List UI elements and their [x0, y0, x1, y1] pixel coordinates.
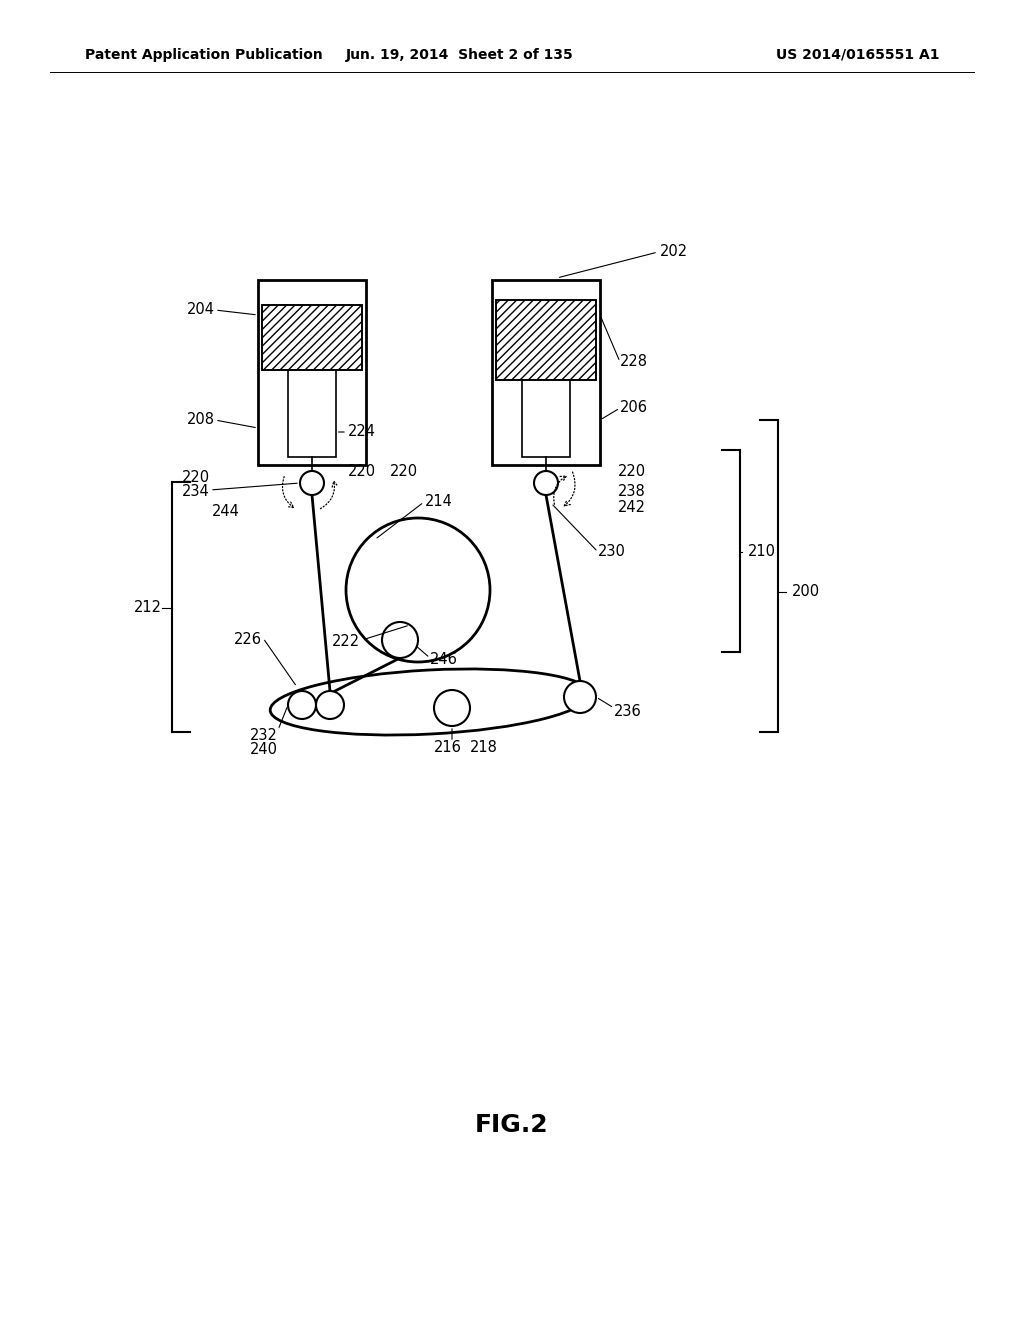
- Text: 220: 220: [390, 465, 418, 479]
- Text: 220: 220: [182, 470, 210, 484]
- Text: 230: 230: [598, 544, 626, 560]
- Bar: [492, 280, 600, 465]
- Bar: [288, 370, 336, 457]
- Text: 224: 224: [348, 425, 376, 440]
- Text: 232: 232: [250, 727, 278, 742]
- Text: 200: 200: [792, 585, 820, 599]
- Bar: [262, 305, 362, 370]
- Text: 228: 228: [620, 355, 648, 370]
- Text: FIG.2: FIG.2: [475, 1113, 549, 1137]
- Text: 212: 212: [134, 601, 162, 615]
- Text: US 2014/0165551 A1: US 2014/0165551 A1: [776, 48, 940, 62]
- Circle shape: [316, 690, 344, 719]
- Text: 236: 236: [614, 705, 642, 719]
- Text: 206: 206: [620, 400, 648, 416]
- Circle shape: [434, 690, 470, 726]
- Text: 214: 214: [425, 495, 453, 510]
- Text: 204: 204: [187, 302, 215, 318]
- Text: 238: 238: [618, 484, 646, 499]
- Bar: [496, 300, 596, 380]
- Circle shape: [534, 471, 558, 495]
- Bar: [496, 300, 596, 380]
- Text: Jun. 19, 2014  Sheet 2 of 135: Jun. 19, 2014 Sheet 2 of 135: [346, 48, 573, 62]
- Text: Patent Application Publication: Patent Application Publication: [85, 48, 323, 62]
- Text: 210: 210: [748, 544, 776, 560]
- Text: 226: 226: [234, 632, 262, 648]
- Circle shape: [564, 681, 596, 713]
- Text: 234: 234: [182, 484, 210, 499]
- Ellipse shape: [270, 669, 590, 735]
- Text: 220: 220: [618, 465, 646, 479]
- Text: 218: 218: [470, 741, 498, 755]
- Text: 216: 216: [434, 741, 462, 755]
- Text: 208: 208: [187, 412, 215, 428]
- Bar: [262, 305, 362, 370]
- Bar: [522, 380, 569, 457]
- Text: 242: 242: [618, 500, 646, 516]
- Text: 202: 202: [660, 244, 688, 260]
- Bar: [262, 305, 362, 370]
- Text: 244: 244: [212, 504, 240, 520]
- Text: 240: 240: [250, 742, 278, 758]
- Bar: [258, 280, 366, 465]
- Circle shape: [300, 471, 324, 495]
- Circle shape: [288, 690, 316, 719]
- Circle shape: [346, 517, 490, 663]
- Text: 246: 246: [430, 652, 458, 668]
- Text: 222: 222: [332, 635, 360, 649]
- Bar: [496, 300, 596, 380]
- Circle shape: [382, 622, 418, 657]
- Text: 220: 220: [348, 465, 376, 479]
